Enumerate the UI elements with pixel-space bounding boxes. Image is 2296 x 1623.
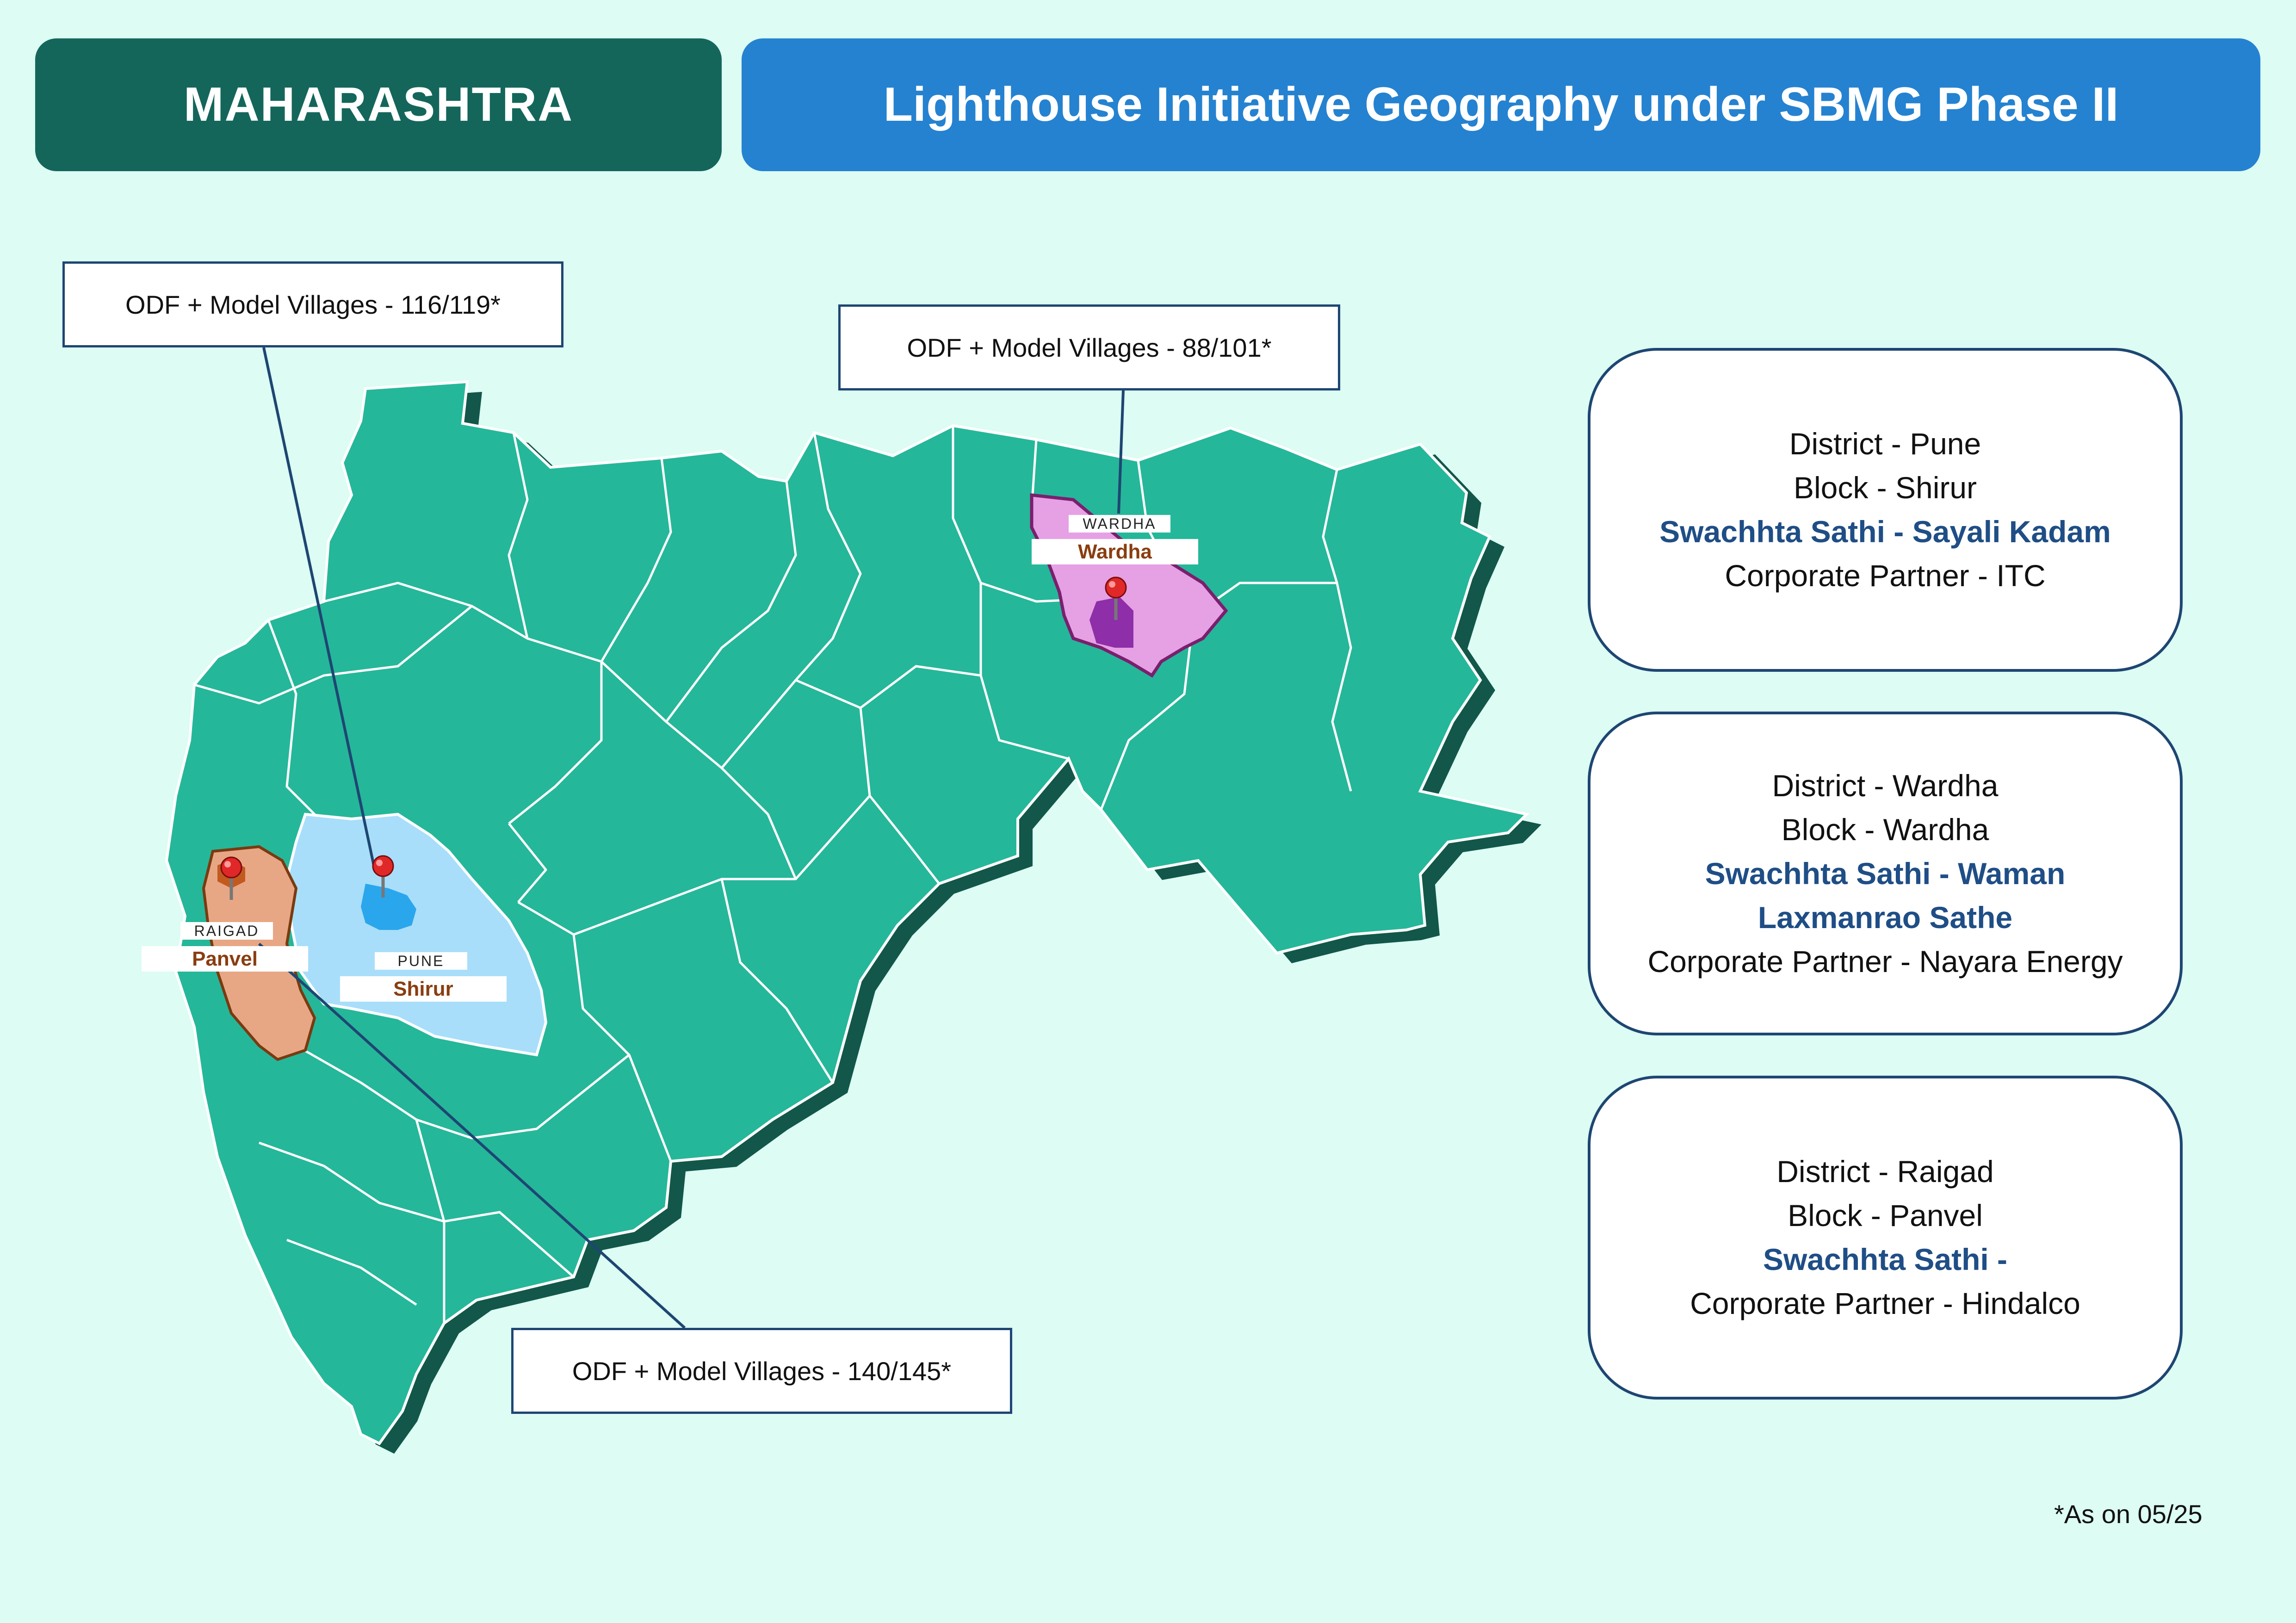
pune-district-label: PUNE [375, 952, 467, 970]
map-pin-icon [1105, 576, 1127, 620]
card-sathi: Swachhta Sathi - [1763, 1242, 2008, 1276]
wardha-villages-stat: ODF + Model Villages - 88/101* [838, 304, 1340, 390]
card-district: District - Pune [1789, 427, 1981, 461]
raigad-villages-stat: ODF + Model Villages - 140/145* [511, 1328, 1012, 1414]
info-card-raigad: District - Raigad Block - Panvel Swachht… [1588, 1076, 2183, 1400]
card-district: District - Raigad [1776, 1154, 1994, 1189]
wardha-block-label: Wardha [1032, 539, 1198, 564]
card-district: District - Wardha [1772, 768, 1999, 803]
card-partner: Corporate Partner - ITC [1725, 558, 2046, 593]
map-pin-icon [372, 855, 394, 898]
map-pin-icon [220, 856, 242, 900]
raigad-district-label: RAIGAD [180, 922, 273, 940]
card-partner: Corporate Partner - Nayara Energy [1647, 944, 2123, 979]
panvel-block-label: Panvel [142, 946, 308, 972]
district-boundaries [194, 426, 1352, 1323]
shirur-block-label: Shirur [340, 976, 507, 1002]
card-block: Block - Wardha [1781, 812, 1989, 847]
card-partner: Corporate Partner - Hindalco [1690, 1286, 2080, 1320]
card-sathi: Swachhta Sathi - Sayali Kadam [1659, 514, 2111, 549]
info-card-pune: District - Pune Block - Shirur Swachhta … [1588, 348, 2183, 672]
wardha-block [1089, 597, 1133, 648]
page-title: Lighthouse Initiative Geography under SB… [742, 38, 2260, 171]
pune-villages-stat: ODF + Model Villages - 116/119* [62, 261, 563, 347]
card-block: Block - Shirur [1793, 471, 1977, 505]
leader-lines [258, 347, 1125, 1329]
card-sathi: Swachhta Sathi - Waman [1705, 856, 2066, 891]
footnote: *As on 05/25 [2054, 1499, 2203, 1529]
card-sathi-continued: Laxmanrao Sathe [1758, 900, 2013, 935]
card-block: Block - Panvel [1788, 1198, 1983, 1233]
wardha-district-label: WARDHA [1069, 515, 1170, 533]
info-card-wardha: District - Wardha Block - Wardha Swachht… [1588, 712, 2183, 1035]
state-badge: MAHARASHTRA [35, 38, 722, 171]
shirur-block [361, 884, 416, 930]
